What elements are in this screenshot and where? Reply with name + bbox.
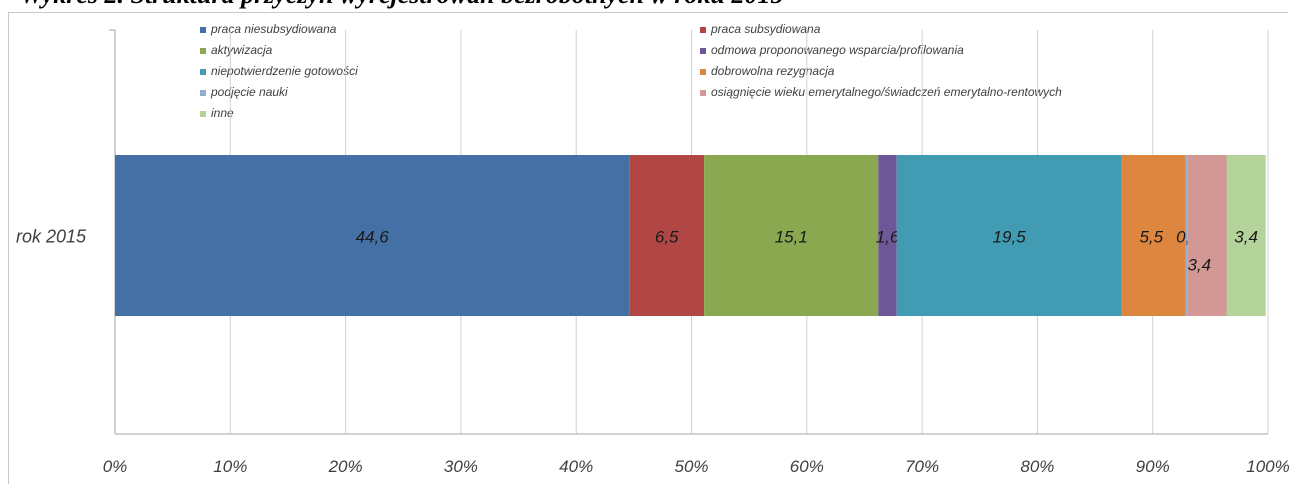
- legend-swatch: [200, 110, 206, 117]
- bar-segment: [1226, 155, 1266, 316]
- bar-segment: [896, 155, 1122, 316]
- chart-title: Wykres 2. Struktura przyczyn wyrejestrow…: [20, 0, 1290, 10]
- legend-swatch: [700, 68, 706, 75]
- legend-label: dobrowolna rezygnacja: [711, 64, 835, 78]
- legend-item: odmowa proponowanego wsparcia/profilowan…: [700, 43, 964, 57]
- x-tick-label: 30%: [444, 457, 478, 476]
- x-tick-label: 40%: [559, 457, 593, 476]
- legend-item: dobrowolna rezygnacja: [700, 64, 834, 78]
- data-label: 3,4: [1187, 256, 1211, 275]
- data-label: 19,5: [993, 228, 1027, 247]
- x-tick-label: 10%: [213, 457, 247, 476]
- data-label: 5,5: [1139, 228, 1163, 247]
- legend-swatch: [200, 26, 206, 33]
- data-label: 15,1: [775, 228, 808, 247]
- legend-swatch: [200, 47, 206, 54]
- bar-segment: [878, 155, 897, 316]
- data-label: 1,6: [876, 228, 900, 247]
- legend-swatch: [700, 26, 706, 33]
- legend-label: niepotwierdzenie gotowości: [211, 64, 358, 78]
- bar-segment: [115, 155, 630, 316]
- legend-item: praca niesubsydiowana: [200, 22, 336, 36]
- category-label: rok 2015: [16, 227, 87, 247]
- legend-item: osiągnięcie wieku emerytalnego/świadczeń…: [700, 85, 1062, 99]
- bar-segment: [1184, 155, 1188, 316]
- x-tick-label: 80%: [1020, 457, 1054, 476]
- x-tick-label: 0%: [103, 457, 128, 476]
- legend-label: praca subsydiowana: [711, 22, 821, 36]
- legend-label: odmowa proponowanego wsparcia/profilowan…: [711, 43, 964, 57]
- x-tick-label: 20%: [328, 457, 363, 476]
- legend-swatch: [700, 89, 706, 96]
- legend-label: osiągnięcie wieku emerytalnego/świadczeń…: [711, 85, 1062, 99]
- chart-frame: [8, 12, 1288, 484]
- legend-label: inne: [211, 106, 234, 120]
- bar-segment: [1121, 155, 1185, 316]
- bar-segment: [629, 155, 705, 316]
- x-tick-label: 70%: [905, 457, 939, 476]
- legend-label: aktywizacja: [211, 43, 273, 57]
- x-tick-label: 90%: [1136, 457, 1170, 476]
- legend-swatch: [700, 47, 706, 54]
- x-tick-label: 60%: [790, 457, 824, 476]
- data-label: 3,4: [1234, 228, 1258, 247]
- legend-item: aktywizacja: [200, 43, 272, 57]
- bar-segment: [1187, 155, 1227, 316]
- data-label: 6,5: [655, 228, 679, 247]
- legend-label: praca niesubsydiowana: [211, 22, 337, 36]
- data-label: 44,6: [356, 228, 390, 247]
- legend-item: niepotwierdzenie gotowości: [200, 64, 358, 78]
- x-tick-label: 100%: [1246, 457, 1289, 476]
- legend-swatch: [200, 68, 206, 75]
- legend-item: praca subsydiowana: [700, 22, 820, 36]
- legend-swatch: [200, 89, 206, 96]
- bar-segment: [704, 155, 879, 316]
- legend-item: inne: [200, 106, 234, 120]
- x-tick-label: 50%: [674, 457, 708, 476]
